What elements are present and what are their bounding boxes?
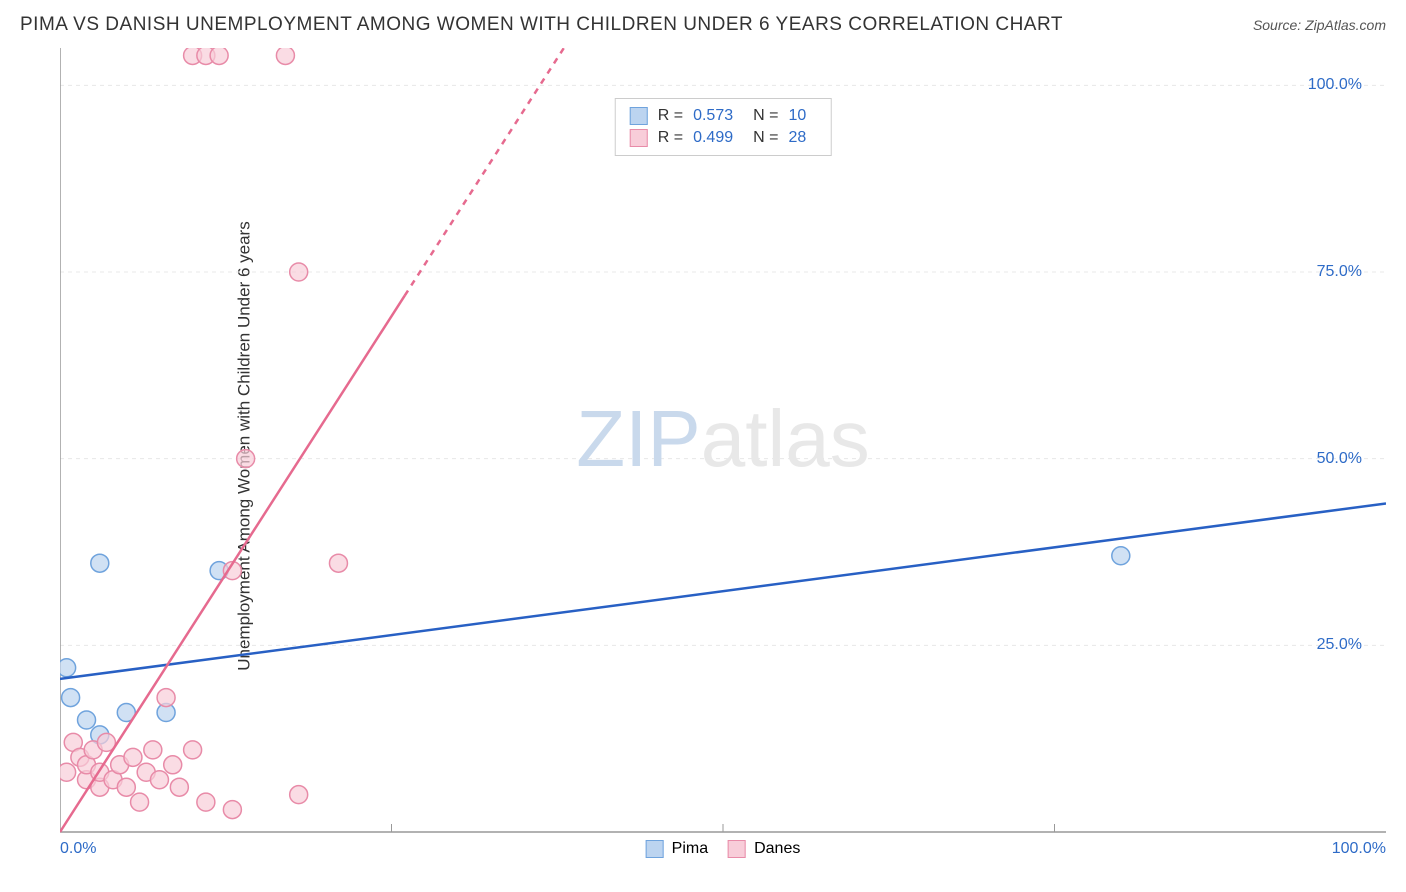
chart-title: PIMA VS DANISH UNEMPLOYMENT AMONG WOMEN …: [20, 14, 1063, 36]
stat-r-value-pima: 0.573: [693, 107, 733, 125]
scatter-plot: [60, 48, 1386, 862]
stats-row-pima: R = 0.573 N = 10: [630, 105, 817, 127]
y-tick-label: 50.0%: [1317, 450, 1362, 468]
legend-label-pima: Pima: [672, 840, 708, 858]
legend-swatch-danes: [728, 840, 746, 858]
stats-swatch-danes: [630, 129, 648, 147]
chart-source: Source: ZipAtlas.com: [1253, 17, 1386, 33]
legend-item-pima: Pima: [646, 840, 708, 858]
stat-n-label: N =: [753, 129, 778, 147]
stat-n-value-danes: 28: [788, 129, 806, 147]
legend-swatch-pima: [646, 840, 664, 858]
x-tick-label: 100.0%: [1332, 840, 1386, 858]
x-tick-label: 0.0%: [60, 840, 96, 858]
stat-n-value-pima: 10: [788, 107, 806, 125]
stats-row-danes: R = 0.499 N = 28: [630, 127, 817, 149]
y-tick-label: 75.0%: [1317, 263, 1362, 281]
stat-r-value-danes: 0.499: [693, 129, 733, 147]
chart-container: ZIPatlas R = 0.573 N = 10 R = 0.499 N = …: [60, 48, 1386, 862]
stat-r-label: R =: [658, 107, 683, 125]
chart-header: PIMA VS DANISH UNEMPLOYMENT AMONG WOMEN …: [0, 0, 1406, 44]
legend: Pima Danes: [646, 840, 801, 858]
stats-box: R = 0.573 N = 10 R = 0.499 N = 28: [615, 98, 832, 156]
legend-label-danes: Danes: [754, 840, 800, 858]
y-tick-label: 100.0%: [1308, 76, 1362, 94]
legend-item-danes: Danes: [728, 840, 800, 858]
stat-r-label: R =: [658, 129, 683, 147]
stats-swatch-pima: [630, 107, 648, 125]
stat-n-label: N =: [753, 107, 778, 125]
y-tick-label: 25.0%: [1317, 636, 1362, 654]
